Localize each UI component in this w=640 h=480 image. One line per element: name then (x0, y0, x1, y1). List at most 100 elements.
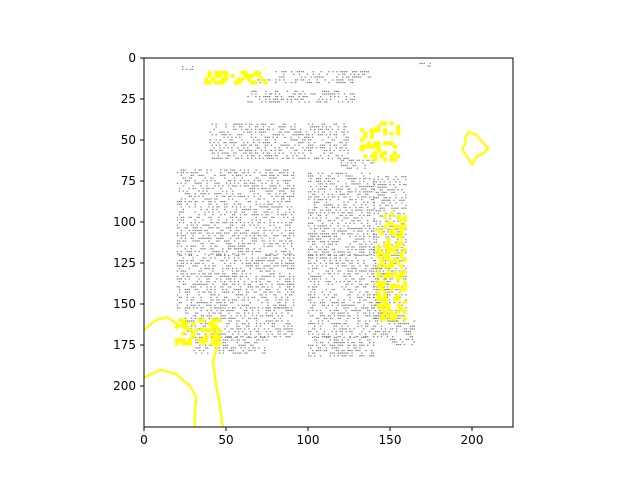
gray-pixel (363, 188, 365, 190)
gray-pixel (238, 344, 240, 346)
gray-pixel (372, 251, 375, 253)
gray-pixel (267, 299, 269, 301)
gray-pixel (271, 253, 273, 255)
gray-pixel (372, 344, 375, 346)
gray-pixel (241, 227, 244, 229)
gray-pixel (385, 249, 387, 251)
gray-pixel (365, 265, 367, 267)
gray-pixel (250, 349, 252, 352)
gray-pixel (323, 317, 326, 319)
gray-pixel (387, 281, 389, 283)
gray-pixel (319, 155, 322, 157)
gray-pixel (386, 286, 389, 288)
gray-pixel (335, 191, 337, 193)
gray-pixel (252, 344, 254, 346)
gray-pixel (222, 195, 224, 197)
gray-pixel (338, 73, 340, 75)
gray-pixel (233, 152, 235, 154)
gray-pixel (255, 336, 258, 338)
gray-pixel (342, 73, 344, 75)
gray-pixel (237, 288, 240, 291)
gray-pixel (347, 304, 349, 306)
gray-pixel (285, 214, 287, 216)
gray-pixel (341, 188, 343, 190)
gray-pixel (206, 283, 208, 285)
gray-pixel (347, 227, 349, 230)
gray-pixel (321, 342, 324, 344)
gray-pixel (281, 195, 283, 197)
gray-pixel (214, 180, 216, 182)
gray-pixel (180, 254, 183, 256)
gray-pixel (335, 144, 337, 146)
gray-pixel (393, 323, 396, 325)
gray-pixel (363, 278, 365, 280)
gray-pixel (313, 304, 316, 306)
gray-pixel (311, 257, 314, 259)
gray-pixel (224, 299, 226, 301)
gray-pixel (315, 157, 318, 159)
gray-pixel (241, 128, 243, 130)
gray-pixel (359, 248, 361, 251)
yellow-pixel (217, 80, 222, 85)
gray-pixel (323, 233, 326, 235)
gray-pixel (200, 185, 202, 187)
gray-pixel (252, 139, 255, 141)
gray-pixel (401, 207, 403, 209)
gray-pixel (357, 315, 359, 317)
gray-pixel (273, 304, 275, 306)
gray-pixel (254, 152, 257, 154)
gray-pixel (229, 278, 232, 280)
gray-pixel (374, 265, 377, 267)
gray-pixel (220, 187, 222, 190)
gray-pixel (211, 152, 213, 154)
gray-pixel (373, 207, 375, 209)
gray-pixel (231, 275, 234, 277)
gray-pixel (263, 260, 265, 262)
gray-pixel (310, 139, 312, 141)
gray-pixel (194, 193, 196, 195)
gray-pixel (374, 325, 377, 327)
yellow-highlight-pixels (174, 70, 407, 346)
gray-pixel (265, 96, 267, 98)
gray-pixel (347, 251, 349, 253)
gray-pixel (263, 265, 265, 267)
gray-pixel (391, 244, 393, 246)
gray-pixel (247, 180, 249, 182)
yellow-pixel (379, 121, 384, 126)
gray-pixel (378, 315, 381, 317)
gray-pixel (405, 294, 407, 296)
yellow-pixel (376, 273, 381, 279)
gray-pixel (180, 265, 183, 267)
gray-pixel (263, 229, 265, 232)
gray-pixel (362, 162, 364, 164)
gray-pixel (377, 194, 379, 196)
gray-pixel (331, 183, 333, 185)
gray-pixel (228, 232, 230, 234)
gray-pixel (275, 193, 277, 195)
gray-pixel (180, 235, 183, 237)
gray-pixel (349, 222, 351, 224)
yellow-pixel (373, 141, 378, 146)
gray-pixel (198, 229, 200, 232)
gray-pixel (198, 237, 200, 239)
gray-pixel (283, 79, 285, 81)
gray-pixel (374, 262, 377, 264)
yellow-pixel (366, 141, 371, 146)
gray-pixel (379, 312, 381, 314)
gray-pixel (218, 312, 220, 314)
gray-pixel (353, 344, 355, 346)
gray-pixel (271, 180, 273, 182)
gray-pixel (255, 237, 257, 239)
gray-pixel (413, 341, 415, 343)
gray-pixel (359, 185, 361, 188)
gray-pixel (287, 182, 289, 184)
gray-pixel (361, 238, 363, 240)
gray-pixel (212, 248, 214, 250)
gray-pixel (247, 262, 249, 264)
gray-pixel (277, 243, 279, 245)
yellow-pixel (191, 331, 196, 336)
gray-pixel (240, 328, 242, 330)
gray-pixel (361, 222, 363, 224)
gray-pixel (311, 352, 314, 354)
